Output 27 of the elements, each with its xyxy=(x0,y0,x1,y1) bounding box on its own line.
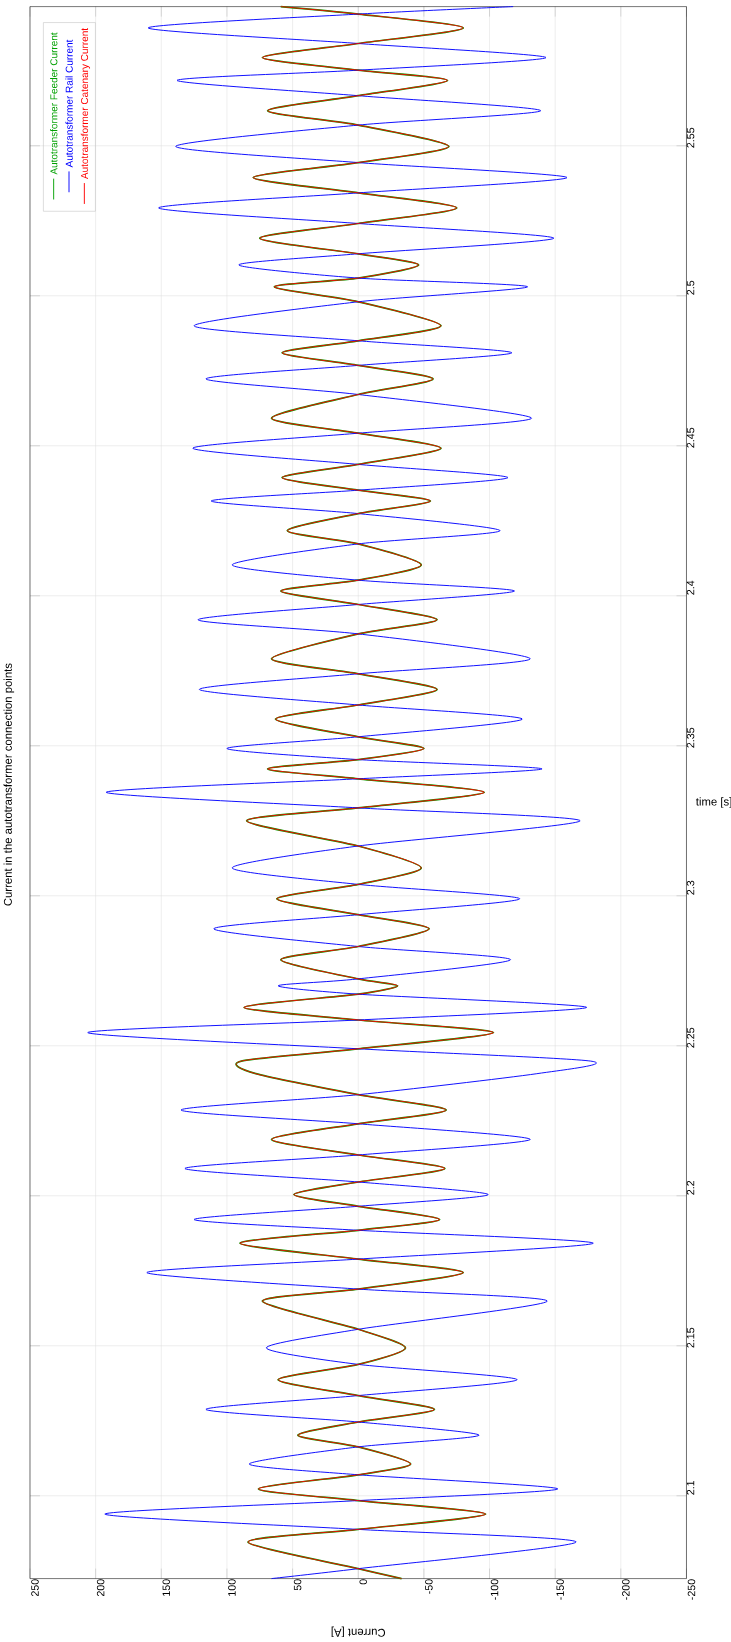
x-tick-label: 200 xyxy=(96,1579,105,1597)
y-tick-label: 2.5 xyxy=(686,280,695,295)
y-tick-label: 2.2 xyxy=(686,1180,695,1195)
y-tick-label: 2.3 xyxy=(686,880,695,895)
text: Autotransformer Catenary Current xyxy=(80,28,91,180)
y-tick-label: 2.4 xyxy=(686,580,695,595)
x-tick-label: 50 xyxy=(293,1579,302,1591)
x-tick-label: -200 xyxy=(622,1579,630,1600)
y-tick-label: 2.25 xyxy=(686,1027,695,1048)
y-tick-label: 2.45 xyxy=(686,427,695,448)
text: Autotransformer Rail Current xyxy=(65,39,73,168)
x-tick-label: 100 xyxy=(228,1579,236,1596)
x-tick-label: 150 xyxy=(162,1579,171,1596)
text: Current in the autotransformer connection points xyxy=(3,663,15,906)
text: Autotransformer Feeder Current xyxy=(50,32,58,175)
y-tick-label: 2.55 xyxy=(686,127,695,148)
x-tick-label: -50 xyxy=(425,1579,433,1594)
y-tick-label: 2.35 xyxy=(686,727,695,748)
x-tick-label: 250 xyxy=(31,1579,39,1597)
y-tick-label: 2.15 xyxy=(686,1327,695,1348)
x-axis-title: Current [A] xyxy=(331,1626,386,1638)
y-tick-label: 2.1 xyxy=(686,1480,695,1495)
x-tick-label: -250 xyxy=(687,1579,696,1600)
x-tick-label: 0 xyxy=(359,1579,368,1585)
x-tick-label: -150 xyxy=(556,1579,564,1600)
y-axis-title: time [s] xyxy=(695,797,731,808)
x-tick-label: -100 xyxy=(490,1579,499,1600)
